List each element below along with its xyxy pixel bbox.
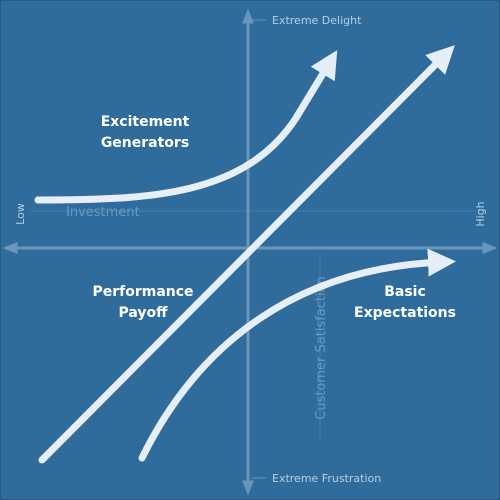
curve-label: Generators <box>101 135 189 151</box>
excitement-curve <box>34 50 338 204</box>
curve-label: Excitement <box>101 114 190 130</box>
low-label: Low <box>14 203 27 225</box>
curve-label: Basic <box>384 284 426 300</box>
bottom-label: Extreme Frustration <box>272 472 381 485</box>
y-axis-label: Customer Satisfaction <box>314 276 329 420</box>
curve-label: Performance <box>92 284 193 300</box>
curve-label: Expectations <box>354 305 456 321</box>
performance-curve <box>38 45 455 464</box>
top-label: Extreme Delight <box>272 14 362 27</box>
curve-label: Payoff <box>119 305 169 321</box>
x-axis-label: Investment <box>66 205 140 220</box>
basic-curve <box>138 248 456 462</box>
high-label: High <box>474 201 487 226</box>
